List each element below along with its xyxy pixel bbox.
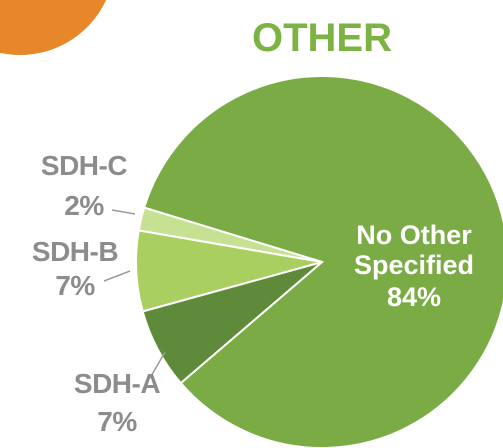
leader-line [149,351,166,379]
slice-value: 7% [55,270,95,301]
leader-line [103,270,131,282]
slice-label: SDH-A [73,368,161,399]
pie-slice [137,206,323,263]
leader-line [111,209,136,215]
slice-label: No Other Specified [353,220,475,280]
slice-value: 7% [97,406,137,437]
decoration [0,0,107,55]
chart-title: OTHER [252,16,392,60]
slice-value: 2% [64,190,104,221]
slice-label: SDH-B [31,236,119,267]
slice-value: 84% [386,282,442,312]
slice-label: SDH-C [40,150,128,181]
